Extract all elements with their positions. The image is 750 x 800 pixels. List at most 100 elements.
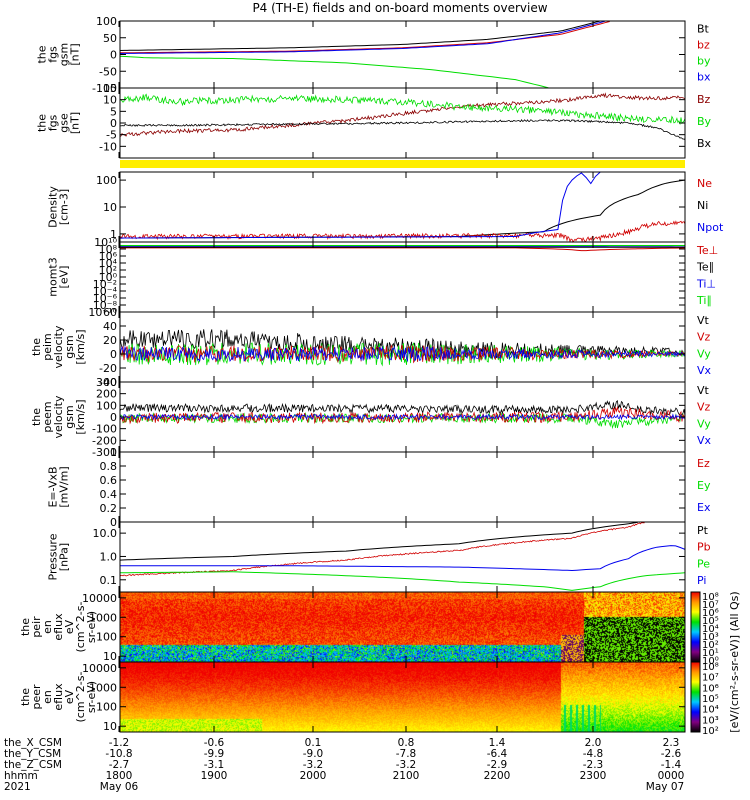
ytick-label: 0.8: [100, 460, 118, 473]
colorbar-label: 10⁵: [702, 694, 719, 705]
ylabel-line: [nT]: [69, 112, 82, 134]
xaxis-tick-label: 2200: [484, 770, 511, 782]
colorbar-label: 10⁶: [702, 683, 719, 694]
legend-Npot: Npot: [697, 221, 724, 234]
ylabel-line: [km/s]: [74, 329, 87, 364]
series-pressure-2: [120, 545, 686, 572]
xaxis-tick-label: -10.8: [105, 748, 132, 760]
ytick-label: 0: [110, 117, 117, 130]
ytick-label: 10: [103, 720, 117, 733]
ytick-label: -50: [99, 65, 117, 78]
xaxis-tick-label: 2.0: [585, 737, 602, 749]
legend-Ey: Ey: [697, 479, 711, 492]
ytick-label: 10⁻⁸: [93, 299, 118, 312]
xaxis-row-label: 2021: [4, 781, 31, 793]
ytick-label: 300: [96, 376, 117, 389]
panel-momt3: 10¹⁰10⁸10⁶10⁴10²10⁰10⁻²10⁻⁴10⁻⁶10⁻⁸10⁻¹⁰…: [47, 236, 719, 319]
ylabel-line: peer: [30, 684, 43, 710]
ylabel-line: [mV/m]: [58, 466, 71, 507]
spectrogram-peir: [120, 592, 685, 662]
series-fgs_gsm-2: [119, 55, 549, 89]
ylabel-line: sr-eV): [85, 611, 98, 643]
xaxis-tick-label: 1.4: [489, 737, 506, 749]
ytick-label: 10.0: [93, 527, 118, 540]
ylabel-line: en: [41, 620, 54, 634]
legend-Vt: Vt: [697, 314, 710, 327]
legend-Vy: Vy: [697, 417, 711, 430]
ytick-label: 20: [103, 334, 117, 347]
xaxis-tick-label: 2.3: [663, 737, 680, 749]
xaxis-tick-label: 2000: [300, 770, 327, 782]
flag-band: [120, 160, 685, 168]
ylabel-line: the: [19, 688, 32, 706]
legend-Vz: Vz: [697, 331, 711, 344]
xaxis-tick-label: -3.1: [204, 759, 225, 771]
ylabel-line: (cm^2-s-: [74, 602, 87, 653]
colorbar-label: 10⁸: [702, 662, 719, 673]
panel-frame: [119, 20, 686, 89]
ylabel-line: en: [41, 690, 54, 704]
legend-Ex: Ex: [697, 501, 711, 514]
ytick-label: 1: [110, 228, 117, 241]
series-peim-0: [119, 329, 685, 360]
legend-by: by: [697, 54, 711, 67]
xaxis-tick-label: 1900: [201, 770, 228, 782]
legend-Ti∥: Ti∥: [696, 294, 712, 307]
xaxis-row-label: the_Z_CSM: [4, 759, 62, 771]
ylabel-line: the: [36, 114, 49, 132]
ylabel-line: [nPa]: [58, 543, 71, 571]
series-fgs_gsm-3: [119, 20, 606, 54]
xaxis-tick-label: -3.2: [303, 759, 324, 771]
xaxis-tick-label: -2.9: [487, 759, 508, 771]
xaxis-row-label: the_Y_CSM: [4, 748, 61, 760]
ylabel-line: E=-VxB: [47, 466, 60, 507]
ytick-label: 10: [103, 650, 117, 663]
legend-bz: bz: [697, 39, 710, 52]
legend-Bx: Bx: [697, 137, 712, 150]
ytick-label: 10⁻⁴: [93, 285, 118, 298]
ylabel-line: peem: [41, 401, 54, 432]
colorbar-label: 10⁴: [702, 624, 719, 635]
panel-pressure: 10.0 1.0 0.1 Pressure[nPa] Pt Pb Pe Pi: [47, 521, 711, 593]
panel-frame: [119, 241, 686, 313]
panel-density: 100 10 1 Density[cm-3] Ne Ni Npot: [47, 171, 724, 243]
ylabel-line: the: [36, 45, 49, 63]
colorbar-label: 10¹: [702, 648, 719, 659]
ylabel-line: momt3: [47, 257, 60, 296]
colorbar-label: 10³: [702, 632, 719, 643]
series-peem-2: [119, 406, 686, 425]
xaxis-tick-label: -9.9: [204, 748, 225, 760]
series-peim-3: [119, 345, 686, 363]
ytick-label: -100: [92, 82, 117, 95]
xaxis-tick-label: -3.2: [396, 759, 417, 771]
ylabel-line: eflux: [52, 683, 65, 711]
series-density-1: [119, 220, 686, 243]
colorbar-label: 10³: [702, 715, 719, 726]
ylabel-line: eV: [63, 689, 76, 704]
ytick-label: 100: [96, 631, 117, 644]
xaxis-tick-label: 2100: [393, 770, 420, 782]
ytick-label: 0.2: [100, 502, 118, 515]
ytick-label: -10: [99, 140, 117, 153]
ylabel-line: [cm-3]: [58, 189, 71, 225]
legend-Ti⊥: Ti⊥: [696, 277, 716, 290]
series-peem-1: [119, 412, 686, 430]
spectrogram-peer: [120, 662, 685, 732]
legend-Vy: Vy: [697, 347, 711, 360]
panel-peer: 10000 1000 100 10 thepeerenefluxeV(cm^2-s-sr…: [19, 661, 686, 733]
ytick-label: 60: [103, 306, 117, 319]
colorbar-label: 10²: [702, 640, 719, 651]
colorbar-label: 10⁰: [702, 656, 719, 667]
ytick-label: 40: [103, 320, 117, 333]
ytick-label: -40: [99, 376, 117, 389]
ytick-label: 200: [96, 388, 117, 401]
ytick-label: 10¹⁰: [94, 236, 117, 249]
ytick-label: 10000: [82, 592, 117, 605]
xaxis-tick-label: 0.8: [398, 737, 415, 749]
xaxis-tick-label: 0000: [658, 770, 685, 782]
